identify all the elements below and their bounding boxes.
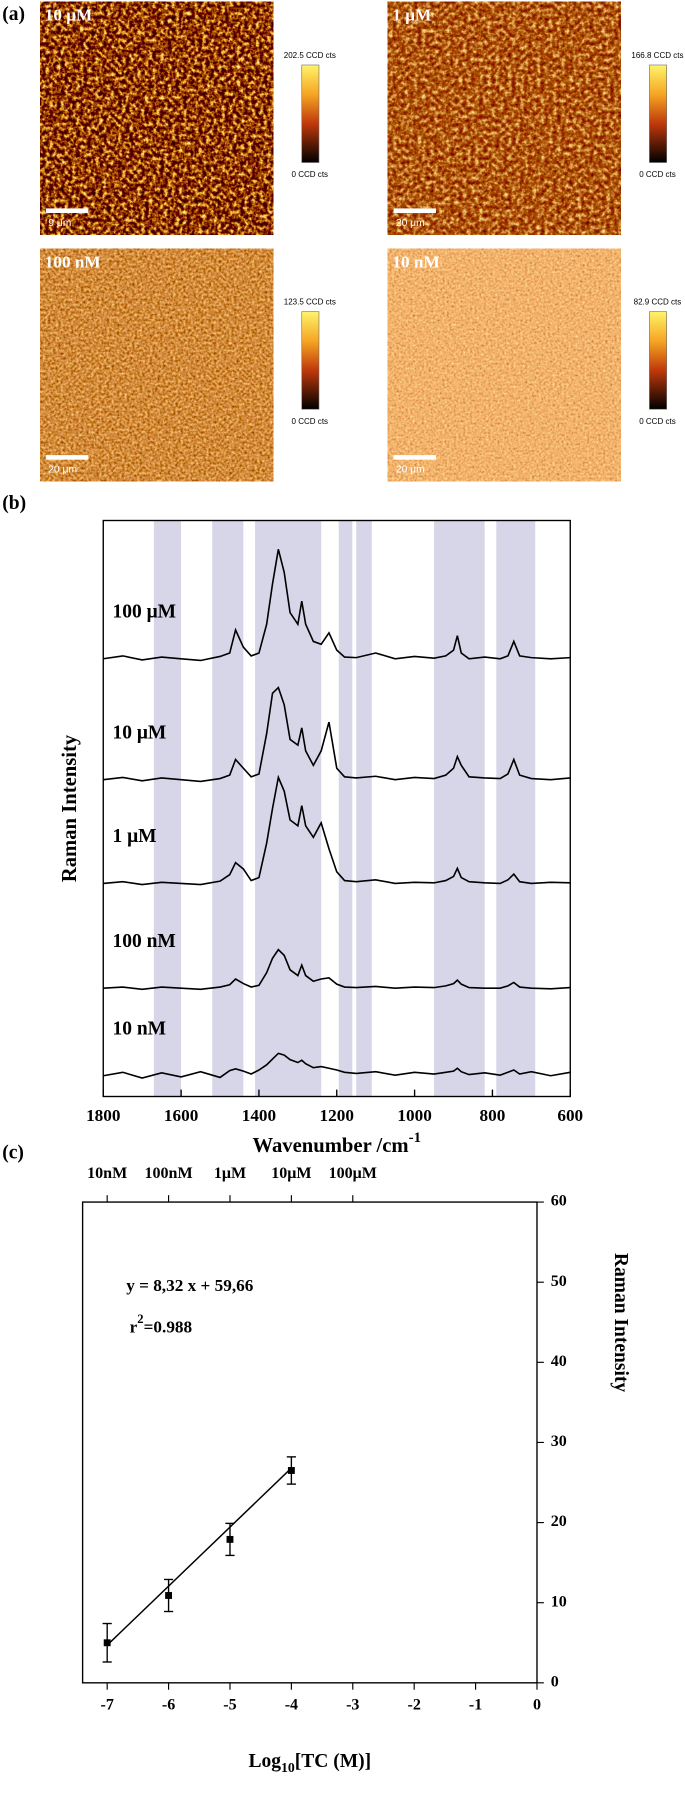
scale-bar (393, 455, 437, 460)
colorbar-min: 0 CCD cts (292, 170, 329, 179)
colorbar-min: 0 CCD cts (292, 417, 329, 426)
x-axis-title-sup: -1 (409, 1130, 421, 1146)
x-tick-label: 1800 (86, 1106, 120, 1125)
x-tick-label: -1 (469, 1696, 482, 1713)
y-tick-label: 0 (551, 1674, 559, 1691)
x-tick-label: 800 (480, 1106, 506, 1125)
x-tick-label: -2 (407, 1696, 420, 1713)
x-tick-label: -7 (100, 1696, 113, 1713)
scale-bar-label: 20 μm (396, 218, 425, 229)
scale-bar-label: 9 μm (48, 218, 71, 229)
spectrum-line (103, 1052, 571, 1079)
series-label: 100 μM (112, 601, 176, 622)
r-squared: r2=0.988 (130, 1312, 193, 1336)
r-squared-symbol: r (130, 1317, 138, 1336)
x-tick-label: 1600 (164, 1106, 198, 1125)
scale-bar (393, 208, 437, 213)
spectrum-line (103, 549, 571, 662)
x-tick-label: 1000 (397, 1106, 431, 1125)
series-label: 10 nM (112, 1018, 166, 1039)
y-tick-label: 20 (551, 1513, 567, 1530)
top-tick-label: 100μM (329, 1165, 377, 1182)
colorbar-max: 123.5 CCD cts (284, 298, 336, 307)
highlight-band (356, 520, 372, 1097)
panel-label: (c) (2, 1142, 24, 1163)
x-tick-label: 0 (533, 1696, 541, 1713)
spectrum-line (103, 774, 571, 886)
highlight-band (153, 520, 182, 1097)
colorbar (649, 64, 667, 163)
y-tick-label: 10 (551, 1593, 567, 1610)
series-label: 10 μM (112, 722, 166, 743)
x-tick-label: -5 (223, 1696, 236, 1713)
x-axis-title: Wavenumber /cm-1 (252, 1130, 421, 1156)
data-point (287, 1467, 295, 1474)
raman-map (387, 248, 621, 482)
top-tick-label: 10nM (87, 1165, 127, 1182)
r-squared-value: =0.988 (144, 1317, 193, 1336)
x-axis-title: Log10[TC (M)] (248, 1752, 371, 1775)
map-label: 10 μM (45, 6, 93, 25)
scale-bar (45, 208, 89, 213)
x-axis-title-rest: [TC (M)] (295, 1752, 371, 1773)
highlight-band (338, 520, 353, 1097)
map-label: 100 nM (45, 252, 101, 271)
y-tick-label: 30 (551, 1433, 567, 1450)
fit-line (106, 1467, 292, 1646)
y-axis-title: Raman Intensity (610, 1253, 631, 1392)
top-tick-label: 100nM (144, 1165, 192, 1182)
raman-map (40, 248, 274, 482)
x-tick-label: 1400 (242, 1106, 276, 1125)
data-point (165, 1592, 173, 1599)
x-tick-label: -4 (285, 1696, 298, 1713)
colorbar (301, 64, 320, 163)
scale-bar-label: 20 μm (396, 465, 425, 476)
x-axis-title-sub: 10 (281, 1760, 295, 1775)
y-axis-title: Raman Intensity (59, 734, 81, 882)
scale-bar-label: 20 μm (48, 465, 77, 476)
map-label: 10 nM (392, 252, 439, 271)
x-axis-title-text: Wavenumber /cm (252, 1135, 408, 1157)
y-tick-label: 40 (551, 1353, 567, 1370)
top-tick-label: 1μM (214, 1165, 246, 1182)
r-squared-sup: 2 (137, 1312, 143, 1326)
colorbar-max: 166.8 CCD cts (631, 51, 683, 60)
equation: y = 8,32 x + 59,66 (126, 1276, 254, 1295)
top-tick-label: 10μM (271, 1165, 311, 1182)
plot-frame (81, 1201, 538, 1684)
series-label: 100 nM (112, 931, 175, 952)
raman-map (387, 1, 621, 235)
panel-label: (b) (2, 493, 26, 514)
panel-label: (a) (2, 4, 25, 25)
spectrum-line (103, 948, 571, 991)
x-tick-label: 1200 (320, 1106, 354, 1125)
colorbar-max: 82.9 CCD cts (634, 298, 682, 307)
series-label: 1 μM (112, 826, 156, 847)
spectrum-line (103, 686, 571, 783)
map-label: 1 μM (392, 6, 431, 25)
highlight-band (496, 520, 536, 1097)
colorbar-min: 0 CCD cts (639, 170, 676, 179)
y-tick-label: 60 (551, 1193, 567, 1210)
data-point (226, 1535, 234, 1543)
data-point (103, 1639, 111, 1647)
colorbar (301, 311, 320, 410)
raman-map (40, 1, 274, 235)
highlight-band (434, 520, 485, 1097)
colorbar-min: 0 CCD cts (639, 417, 676, 426)
x-axis-title-text: Log (248, 1752, 281, 1773)
y-tick-label: 50 (551, 1273, 567, 1290)
scale-bar (45, 455, 89, 460)
x-tick-label: -6 (162, 1696, 175, 1713)
colorbar-max: 202.5 CCD cts (284, 51, 336, 60)
x-tick-label: 600 (557, 1106, 583, 1125)
highlight-band (212, 520, 244, 1097)
x-tick-label: -3 (346, 1696, 359, 1713)
colorbar (649, 311, 667, 410)
